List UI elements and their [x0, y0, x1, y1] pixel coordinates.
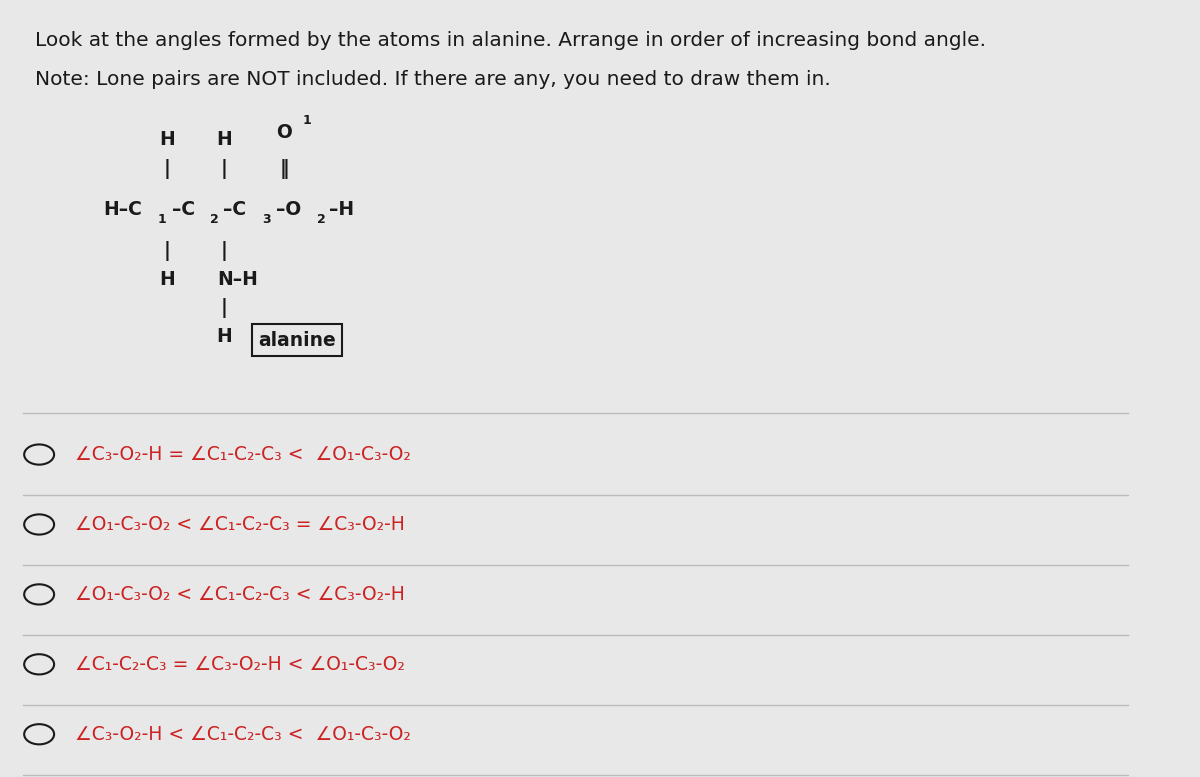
Text: |: | — [221, 298, 228, 319]
Text: ∠C₁-C₂-C₃ = ∠C₃-O₂-H < ∠O₁-C₃-O₂: ∠C₁-C₂-C₃ = ∠C₃-O₂-H < ∠O₁-C₃-O₂ — [74, 655, 404, 674]
Text: Look at the angles formed by the atoms in alanine. Arrange in order of increasin: Look at the angles formed by the atoms i… — [35, 31, 985, 50]
Text: H: H — [160, 270, 175, 289]
Text: H: H — [216, 327, 233, 346]
Text: H: H — [160, 131, 175, 149]
Text: ∠O₁-C₃-O₂ < ∠C₁-C₂-C₃ = ∠C₃-O₂-H: ∠O₁-C₃-O₂ < ∠C₁-C₂-C₃ = ∠C₃-O₂-H — [74, 515, 404, 534]
Text: ∠C₃-O₂-H = ∠C₁-C₂-C₃ <  ∠O₁-C₃-O₂: ∠C₃-O₂-H = ∠C₁-C₂-C₃ < ∠O₁-C₃-O₂ — [74, 445, 410, 464]
Text: N–H: N–H — [217, 270, 258, 289]
Text: ‖: ‖ — [280, 159, 289, 179]
Text: alanine: alanine — [258, 331, 336, 350]
Text: H–C: H–C — [103, 200, 143, 219]
Text: 1: 1 — [302, 114, 312, 127]
Text: –H: –H — [329, 200, 354, 219]
Text: |: | — [163, 159, 170, 179]
Text: –C: –C — [172, 200, 194, 219]
Text: |: | — [221, 159, 228, 179]
Text: O: O — [276, 123, 293, 141]
Text: 3: 3 — [263, 214, 271, 226]
Text: ∠O₁-C₃-O₂ < ∠C₁-C₂-C₃ < ∠C₃-O₂-H: ∠O₁-C₃-O₂ < ∠C₁-C₂-C₃ < ∠C₃-O₂-H — [74, 585, 404, 604]
Text: 2: 2 — [210, 214, 218, 226]
Text: –O: –O — [276, 200, 301, 219]
Text: Note: Lone pairs are NOT included. If there are any, you need to draw them in.: Note: Lone pairs are NOT included. If th… — [35, 70, 830, 89]
Text: |: | — [163, 241, 170, 261]
Text: H: H — [216, 131, 233, 149]
Text: –C: –C — [223, 200, 246, 219]
Text: 1: 1 — [157, 214, 167, 226]
Text: 2: 2 — [317, 214, 325, 226]
Text: |: | — [221, 241, 228, 261]
Text: ∠C₃-O₂-H < ∠C₁-C₂-C₃ <  ∠O₁-C₃-O₂: ∠C₃-O₂-H < ∠C₁-C₂-C₃ < ∠O₁-C₃-O₂ — [74, 725, 410, 744]
